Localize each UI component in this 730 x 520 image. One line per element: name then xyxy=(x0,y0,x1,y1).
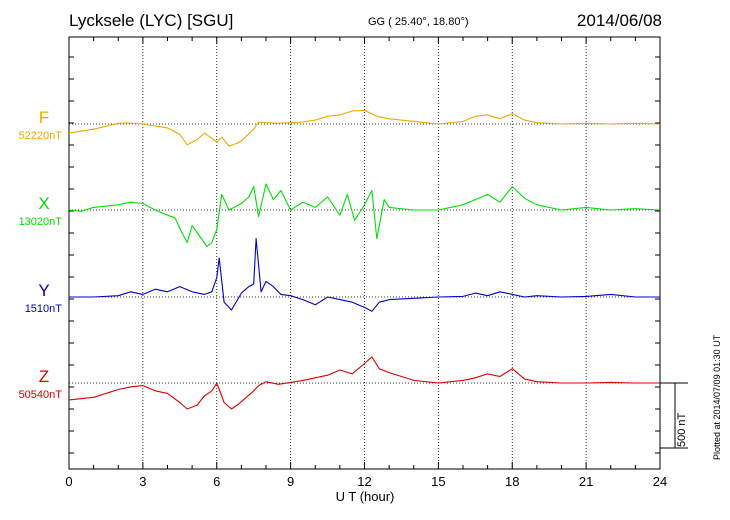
baseline-value-f: 52220nT xyxy=(19,130,63,142)
baseline-value-x: 13020nT xyxy=(19,216,63,228)
x-tick-label: 21 xyxy=(579,474,593,489)
x-tick-label: 15 xyxy=(431,474,445,489)
plotted-timestamp: Plotted at 2014/07/09 01:30 UT xyxy=(712,334,722,460)
series-line-y xyxy=(69,237,660,312)
baseline-value-y: 1510nT xyxy=(25,303,63,315)
x-tick-label: 12 xyxy=(357,474,371,489)
x-tick-label: 18 xyxy=(505,474,519,489)
series-line-x xyxy=(68,183,661,247)
x-tick-label: 3 xyxy=(139,474,146,489)
x-tick-label: 6 xyxy=(213,474,220,489)
series-line-f xyxy=(68,109,661,147)
geographic-coordinates: GG ( 25.40°, 18.80°) xyxy=(368,16,469,28)
series-line-z xyxy=(68,356,660,410)
scale-bar-label: 500 nT xyxy=(676,412,688,447)
plot-date: 2014/06/08 xyxy=(576,11,662,30)
x-tick-label: 24 xyxy=(653,474,667,489)
x-tick-label: 9 xyxy=(287,474,294,489)
x-tick-label: 0 xyxy=(65,474,72,489)
x-axis-label: U T (hour) xyxy=(335,489,395,504)
station-title: Lycksele (LYC) [SGU] xyxy=(69,11,234,30)
component-label-f: F xyxy=(39,108,49,127)
component-label-z: Z xyxy=(39,367,49,386)
component-label-x: X xyxy=(38,194,49,213)
baseline-value-z: 50540nT xyxy=(19,389,63,401)
component-label-y: Y xyxy=(38,281,49,300)
